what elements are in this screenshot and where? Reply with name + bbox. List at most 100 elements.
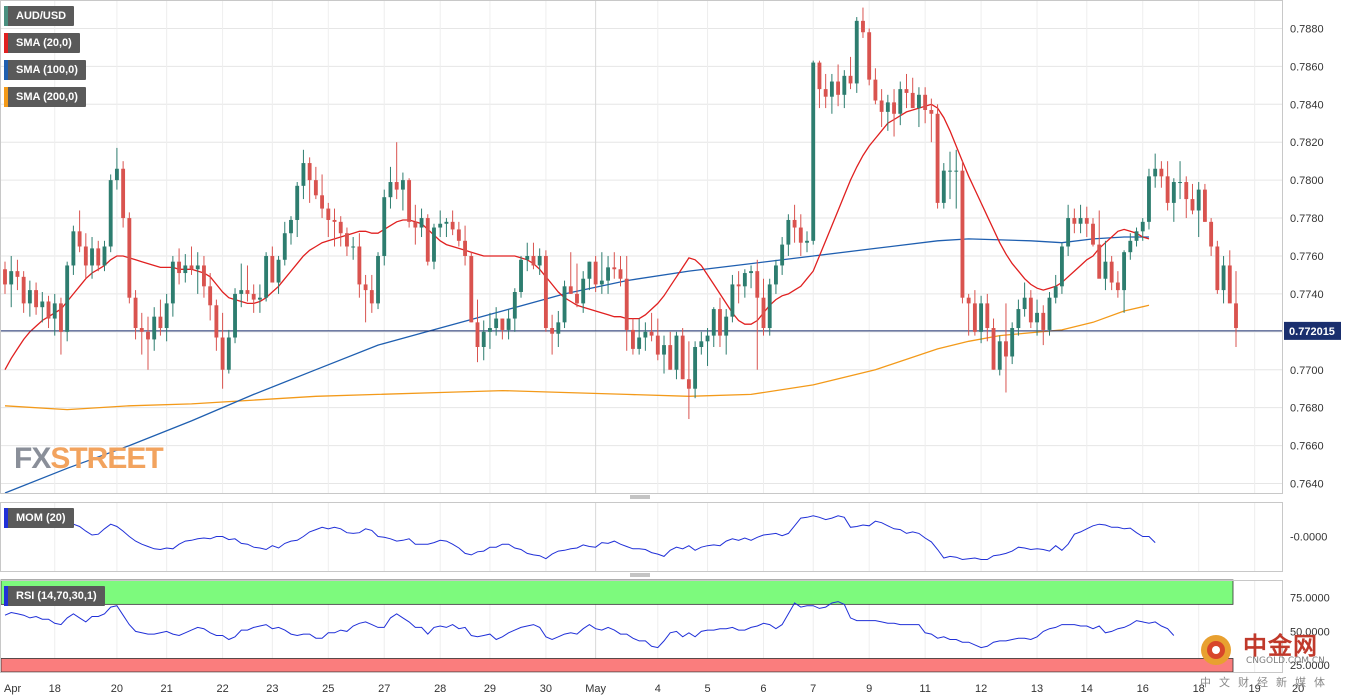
candle-body [512,292,517,319]
candle-body [326,208,331,220]
candle-body [400,180,405,190]
candle-body [811,62,816,241]
legend-mom[interactable]: MOM (20) [4,508,74,528]
candle-body [749,271,753,274]
candle-body [351,246,356,248]
candle-body [450,221,455,230]
candle-body [923,94,928,110]
candle-body [711,309,716,336]
candle-body [251,293,256,300]
legend-sma100-label: SMA (100,0) [16,64,78,76]
candle-body [829,81,834,97]
legend-sma20-label: SMA (20,0) [16,37,72,49]
candle-body [152,316,157,340]
legend-symbol[interactable]: AUD/USD [4,6,75,26]
candle-body [910,92,915,109]
candle-body [966,297,971,304]
candle-body [363,284,368,291]
candle-body [997,341,1002,370]
candle-body [587,261,592,279]
price-tick-label: 0.7680 [1290,403,1324,415]
rsi-oversold-zone [0,658,1234,673]
candle-body [848,75,853,84]
candle-body [1134,231,1139,241]
date-tick-label: 6 [760,683,766,695]
candle-body [867,32,872,80]
candle-body [1072,218,1077,224]
candle-body [730,284,735,317]
candle-body [543,255,548,329]
candle-body [1178,182,1182,184]
candle-body [1227,265,1232,304]
date-tick-label: 5 [704,683,710,695]
candle-body [1202,189,1207,222]
candle-body [264,255,269,298]
candle-body [599,280,604,285]
candle-body [705,335,710,342]
candle-body [761,297,766,329]
candle-body [1109,261,1114,283]
legend-sma20[interactable]: SMA (20,0) [4,33,80,53]
candle-body [214,305,219,338]
moving-averages [0,103,1282,494]
pane-frame [0,580,1283,673]
candle-body [904,89,909,93]
candle-body [1184,182,1189,200]
candle-body [885,102,890,112]
candle-body [345,233,349,247]
candle-body [500,318,505,330]
candle-body [1091,223,1095,245]
candle-body [568,286,573,294]
candle-body [245,290,250,294]
candle-body [15,271,20,277]
candle-body [755,271,760,298]
candle-body [40,301,45,308]
candle-body [369,290,374,304]
candle-body [916,94,921,109]
candle-body [892,102,896,114]
date-tick-label: 28 [434,683,446,695]
candle-body [52,303,57,319]
candle-body [774,265,778,285]
grid-lines [0,27,1282,485]
rsi-line [4,601,1175,649]
candle-body [1066,218,1071,247]
candle-body [295,185,300,220]
rsi-zones [0,579,1234,673]
candle-body [575,293,579,304]
candle-body [158,316,163,329]
candle-body [581,278,586,304]
legend-sma100[interactable]: SMA (100,0) [4,60,86,80]
candle-body [668,345,673,370]
candle-body [307,163,312,181]
price-tick-label: 0.7860 [1290,61,1324,73]
price-tick-label: 0.7740 [1290,289,1324,301]
candle-body [836,81,841,95]
candle-body [550,328,555,334]
date-tick-label: 25 [322,683,334,695]
candle-body [1053,286,1058,298]
candle-body [960,170,965,298]
candle-body [481,331,486,347]
candle-body [34,290,39,308]
rsi-overbought-zone [0,579,1234,605]
legend-sma200[interactable]: SMA (200,0) [4,87,86,107]
candle-body [631,329,635,349]
candle-body [643,331,648,338]
candle-body [817,62,822,90]
candle-body [394,182,399,190]
candle-body [407,180,412,222]
candle-body [1115,282,1120,291]
candle-body [972,303,977,332]
candle-body [662,345,666,355]
candle-body [121,168,126,219]
candle-body [77,231,82,247]
sma20-line [4,103,1150,371]
candle-body [177,261,182,274]
legend-rsi[interactable]: RSI (14,70,30,1) [4,586,105,606]
candle-body [531,255,536,266]
sma100-line [4,236,1149,494]
watermark-tagline: 中文财经新媒体 [1200,676,1333,689]
candle-body [879,100,884,112]
price-tick-label: 0.7800 [1290,175,1324,187]
